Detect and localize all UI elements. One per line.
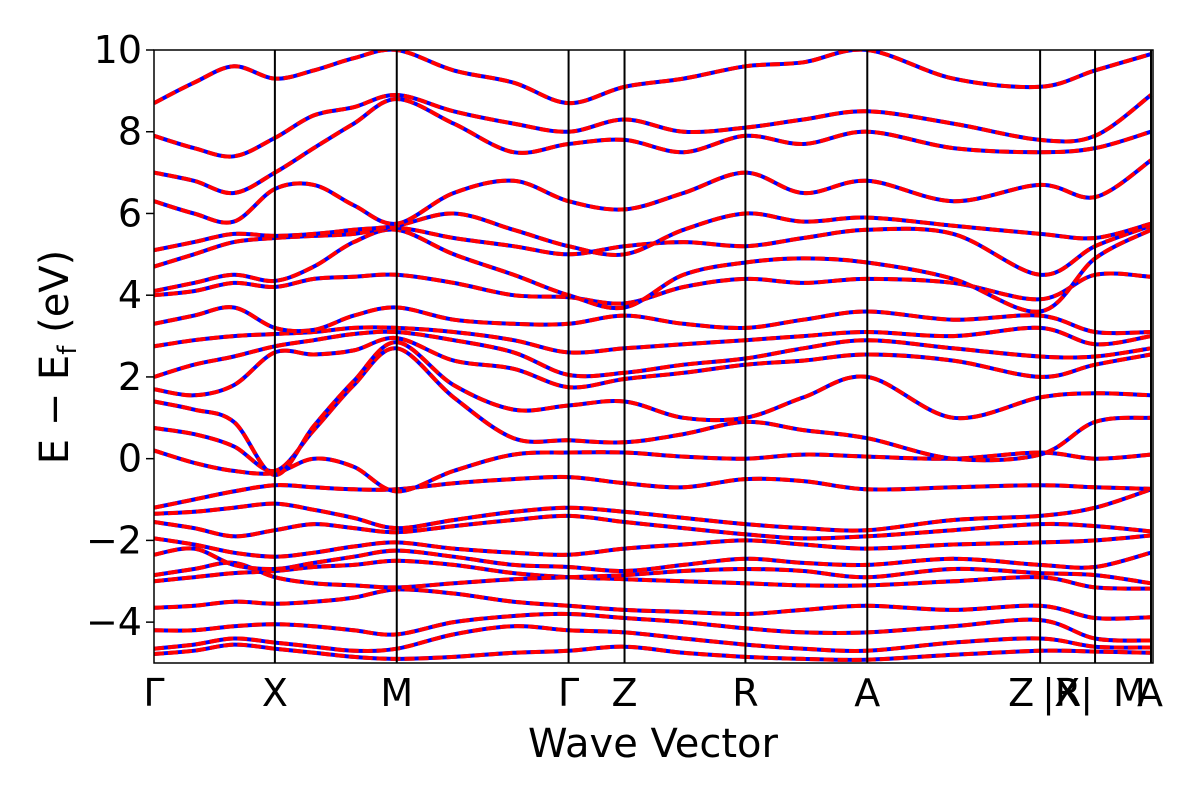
x-tick-label: X: [262, 671, 288, 715]
band-line-dashed: [154, 96, 1152, 196]
y-tick-label: 8: [118, 110, 142, 154]
x-tick-label: Γ: [143, 671, 164, 715]
band-24: [154, 96, 1152, 196]
band-line-dashed: [154, 474, 1152, 510]
high-symmetry-lines: [273, 50, 1153, 663]
y-tick-label: 0: [118, 437, 142, 481]
x-tick-label: A: [1137, 671, 1163, 715]
x-tick-label: M: [1113, 671, 1146, 715]
band-13: [154, 346, 1152, 473]
band-line-dashed: [154, 533, 1152, 559]
x-tick-label: |R: [1042, 671, 1081, 716]
band-line-dashed: [154, 329, 1152, 379]
band-line-dashed: [154, 158, 1153, 226]
y-tick-label: 6: [118, 191, 142, 235]
y-axis-title-unit: (eV): [32, 250, 78, 346]
x-axis-title: Wave Vector: [528, 721, 779, 767]
band-line-dashed: [154, 560, 1152, 590]
band-line-dashed: [154, 271, 1152, 306]
band-line-dashed: [154, 513, 1152, 541]
plot-frame: [153, 49, 1154, 664]
x-tick-label: M: [380, 671, 413, 715]
x-tick-label: X|: [1054, 671, 1093, 716]
x-tick-label: A: [854, 671, 880, 715]
band-23: [154, 158, 1153, 226]
band-line-dashed: [154, 211, 1152, 257]
y-axis: 10 8 6 4 2 0 −2 −4: [86, 28, 154, 644]
band-line-dashed: [154, 227, 1152, 314]
y-tick-label: 2: [118, 355, 142, 399]
band-line-dashed: [154, 346, 1152, 473]
x-tick-label: Z: [1008, 671, 1034, 715]
x-tick-label: R: [732, 671, 758, 715]
x-tick-label: Γ: [558, 671, 579, 715]
x-tick-label: Z: [612, 671, 638, 715]
band-line-dashed: [154, 223, 1152, 277]
band-line-dashed: [154, 448, 1152, 494]
y-tick-label: −4: [86, 600, 142, 644]
band-20: [154, 227, 1152, 314]
y-tick-label: 4: [118, 273, 142, 317]
y-axis-title: E − Ef (eV): [32, 250, 83, 465]
y-axis-title-subscript: f: [53, 345, 83, 355]
y-tick-label: 10: [94, 28, 142, 72]
x-axis: Γ X M Γ Z R A Z |RX| MA: [143, 671, 1163, 716]
y-axis-title-main: E − E: [32, 355, 78, 465]
y-tick-label: −2: [86, 518, 142, 562]
